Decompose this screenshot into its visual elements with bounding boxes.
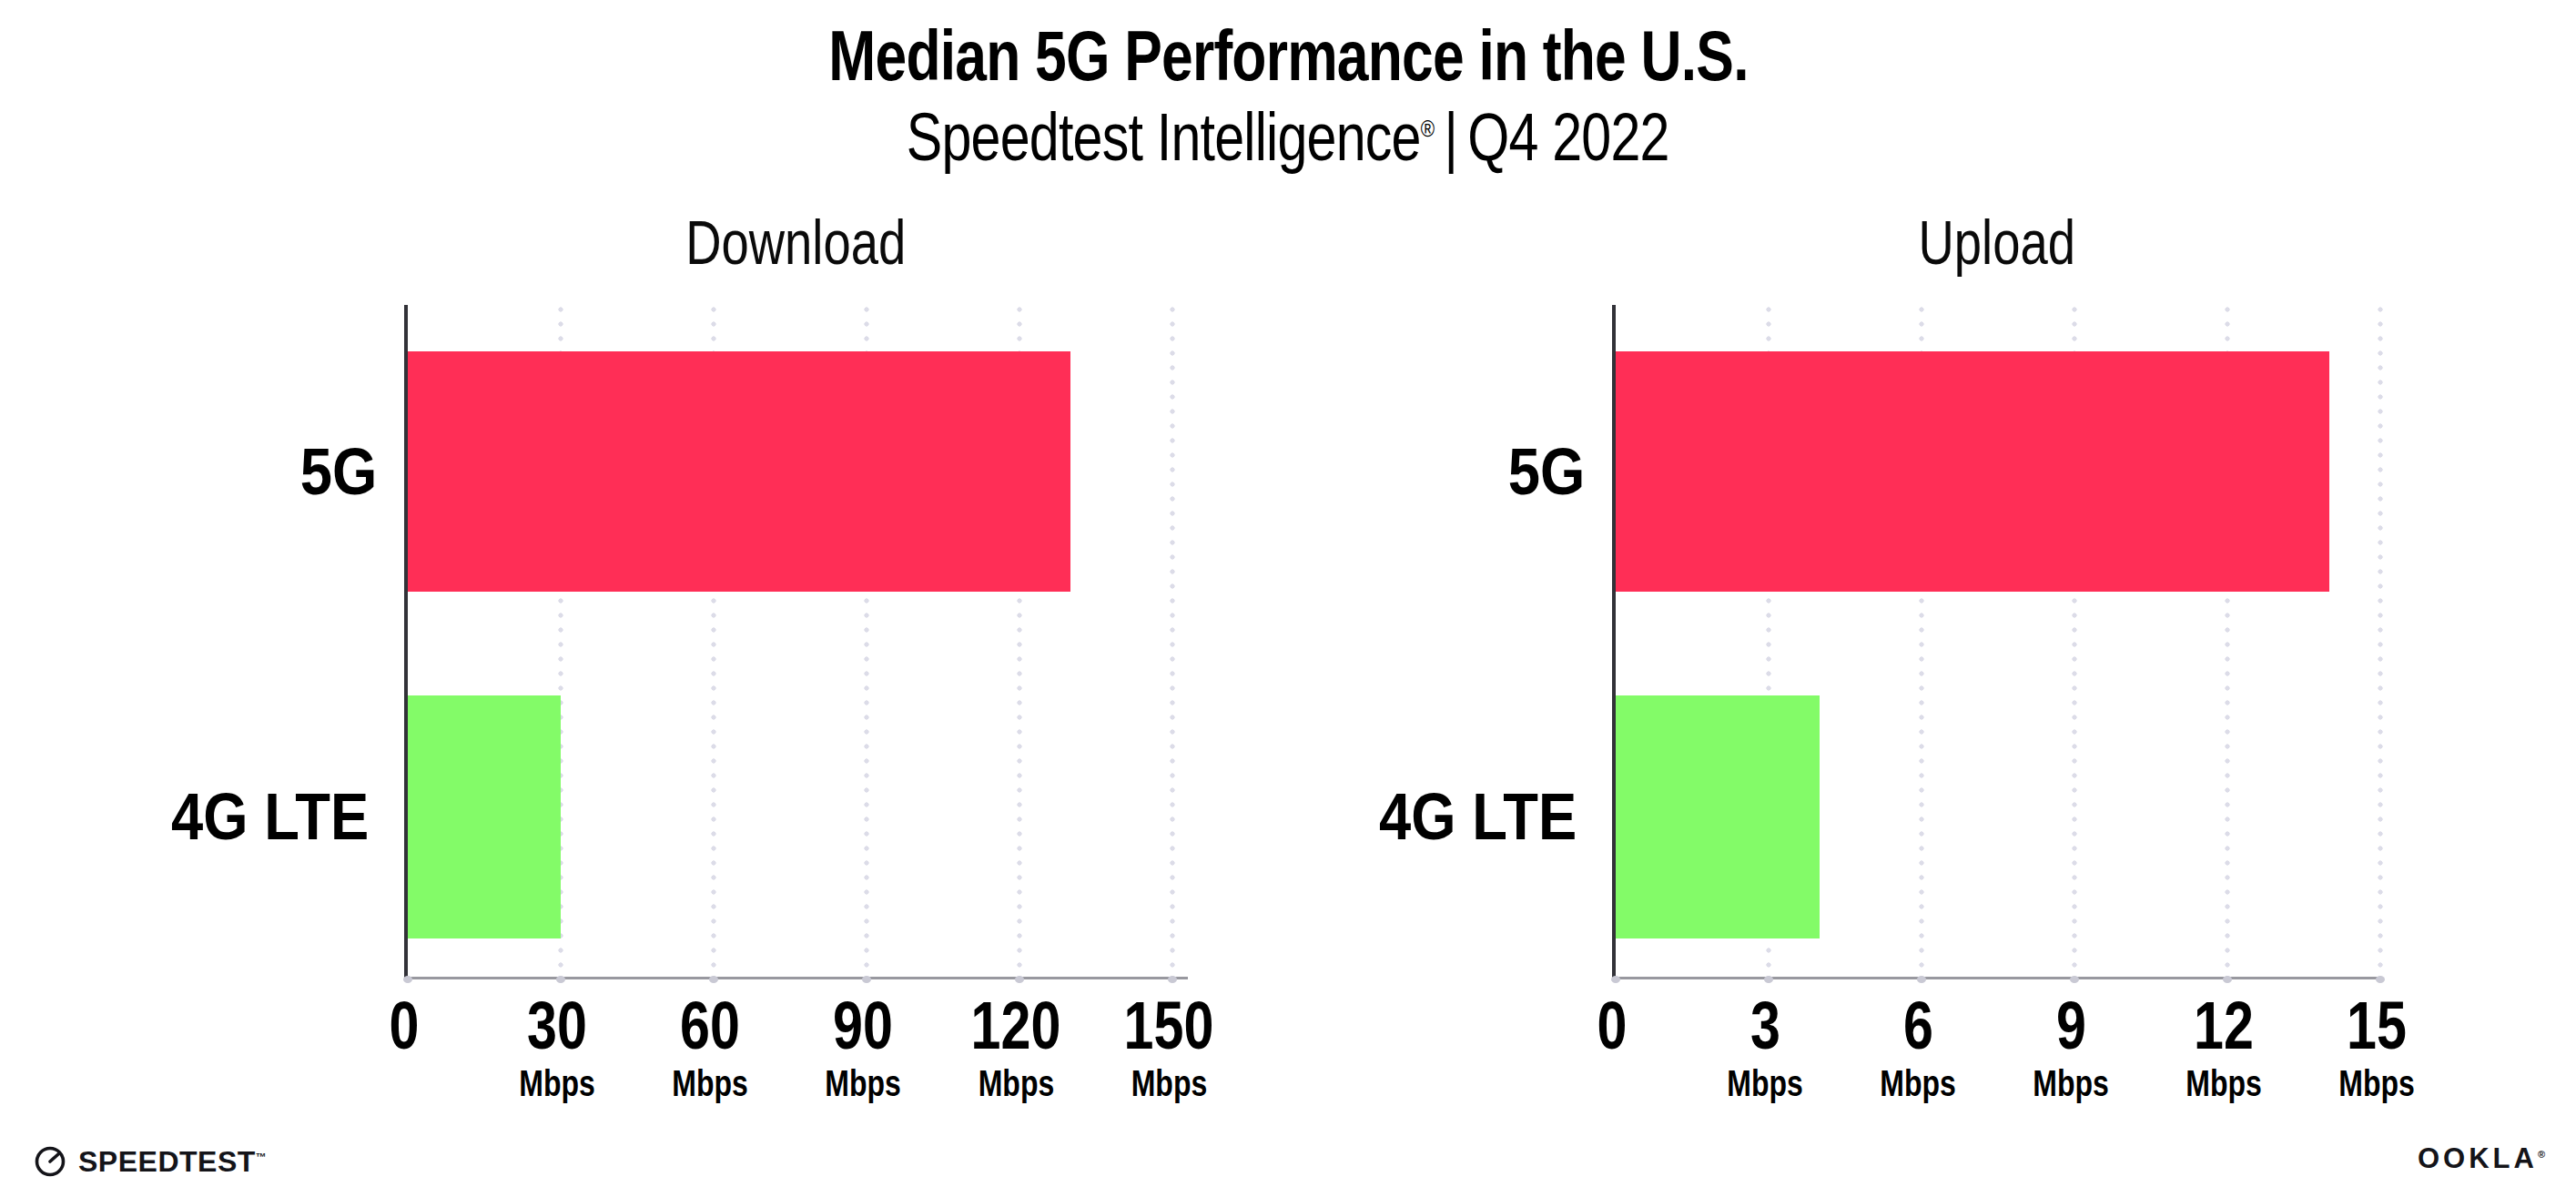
registered-mark: ®	[1421, 115, 1435, 142]
download-scale	[408, 305, 1172, 977]
speedtest-gauge-icon	[33, 1144, 67, 1179]
download-x-axis-ticks: 0 30 Mbps 60 Mbps 90 Mbps 120 Mbps 150 M…	[404, 979, 1169, 1116]
axis-tick-dot	[1015, 976, 1024, 983]
infographic-canvas: Median 5G Performance in the U.S. Speedt…	[0, 0, 2576, 1197]
ookla-wordmark: OOKLA®	[2418, 1142, 2545, 1174]
x-tick: 90 Mbps	[816, 992, 910, 1103]
x-tick: 3 Mbps	[1718, 992, 1812, 1103]
download-4g-lte-bar	[408, 695, 561, 938]
upload-x-axis-ticks: 0 3 Mbps 6 Mbps 9 Mbps 12 Mbps 15 Mbps	[1612, 979, 2377, 1116]
upload-chart: Upload 5G 4G LTE	[1612, 305, 2381, 979]
x-tick: 60 Mbps	[663, 992, 757, 1103]
download-5g-bar	[408, 351, 1070, 592]
upload-5g-bar	[1616, 351, 2329, 592]
download-category-label-4g-lte: 4G LTE	[157, 779, 382, 854]
axis-tick-dot	[709, 976, 718, 983]
subtitle-brand: Speedtest Intelligence	[907, 99, 1421, 175]
page-subtitle-text: Speedtest Intelligence®|Q4 2022	[907, 98, 1669, 176]
upload-category-label-5g: 5G	[1503, 434, 1590, 509]
upload-chart-title: Upload	[1612, 207, 2381, 278]
page-title: Median 5G Performance in the U.S.	[0, 15, 2576, 97]
speedtest-logo: SPEEDTEST™	[33, 1144, 267, 1179]
axis-tick-dot	[1611, 976, 1620, 983]
upload-4g-lte-bar	[1616, 695, 1820, 938]
upload-plot-area: 5G 4G LTE	[1612, 305, 2381, 979]
x-tick: 9 Mbps	[2023, 992, 2118, 1103]
axis-tick-dot	[403, 976, 412, 983]
upload-scale	[1616, 305, 2380, 977]
download-chart-title: Download	[404, 207, 1188, 278]
registered-mark: ®	[2538, 1149, 2545, 1160]
axis-tick-dot	[2070, 976, 2079, 983]
axis-tick-dot	[2376, 976, 2385, 983]
speedtest-wordmark: SPEEDTEST™	[78, 1145, 267, 1179]
x-tick: 6 Mbps	[1871, 992, 1965, 1103]
trademark-mark: ™	[256, 1151, 268, 1163]
x-tick: 0	[1593, 992, 1630, 1060]
subtitle-separator: |	[1434, 99, 1467, 175]
axis-tick-dot	[1917, 976, 1926, 983]
download-plot-area: 5G 4G LTE	[404, 305, 1188, 979]
axis-tick-dot	[1168, 976, 1177, 983]
x-tick: 30 Mbps	[510, 992, 604, 1103]
download-category-label-5g: 5G	[295, 434, 382, 509]
upload-category-label-4g-lte: 4G LTE	[1365, 779, 1590, 854]
x-tick: 150 Mbps	[1112, 992, 1224, 1103]
axis-tick-dot	[556, 976, 565, 983]
download-chart: Download 5G 4G LTE	[404, 305, 1188, 979]
x-tick: 15 Mbps	[2329, 992, 2424, 1103]
gridline	[2378, 305, 2383, 977]
x-tick: 120 Mbps	[959, 992, 1071, 1103]
page-title-text: Median 5G Performance in the U.S.	[828, 15, 1748, 97]
x-tick: 0	[385, 992, 422, 1060]
axis-tick-dot	[2223, 976, 2232, 983]
gridline	[1170, 305, 1175, 977]
subtitle-period: Q4 2022	[1467, 99, 1669, 175]
axis-tick-dot	[1764, 976, 1773, 983]
x-tick: 12 Mbps	[2176, 992, 2271, 1103]
ookla-logo: OOKLA®	[2418, 1142, 2545, 1175]
page-subtitle: Speedtest Intelligence®|Q4 2022	[0, 98, 2576, 176]
axis-tick-dot	[862, 976, 871, 983]
